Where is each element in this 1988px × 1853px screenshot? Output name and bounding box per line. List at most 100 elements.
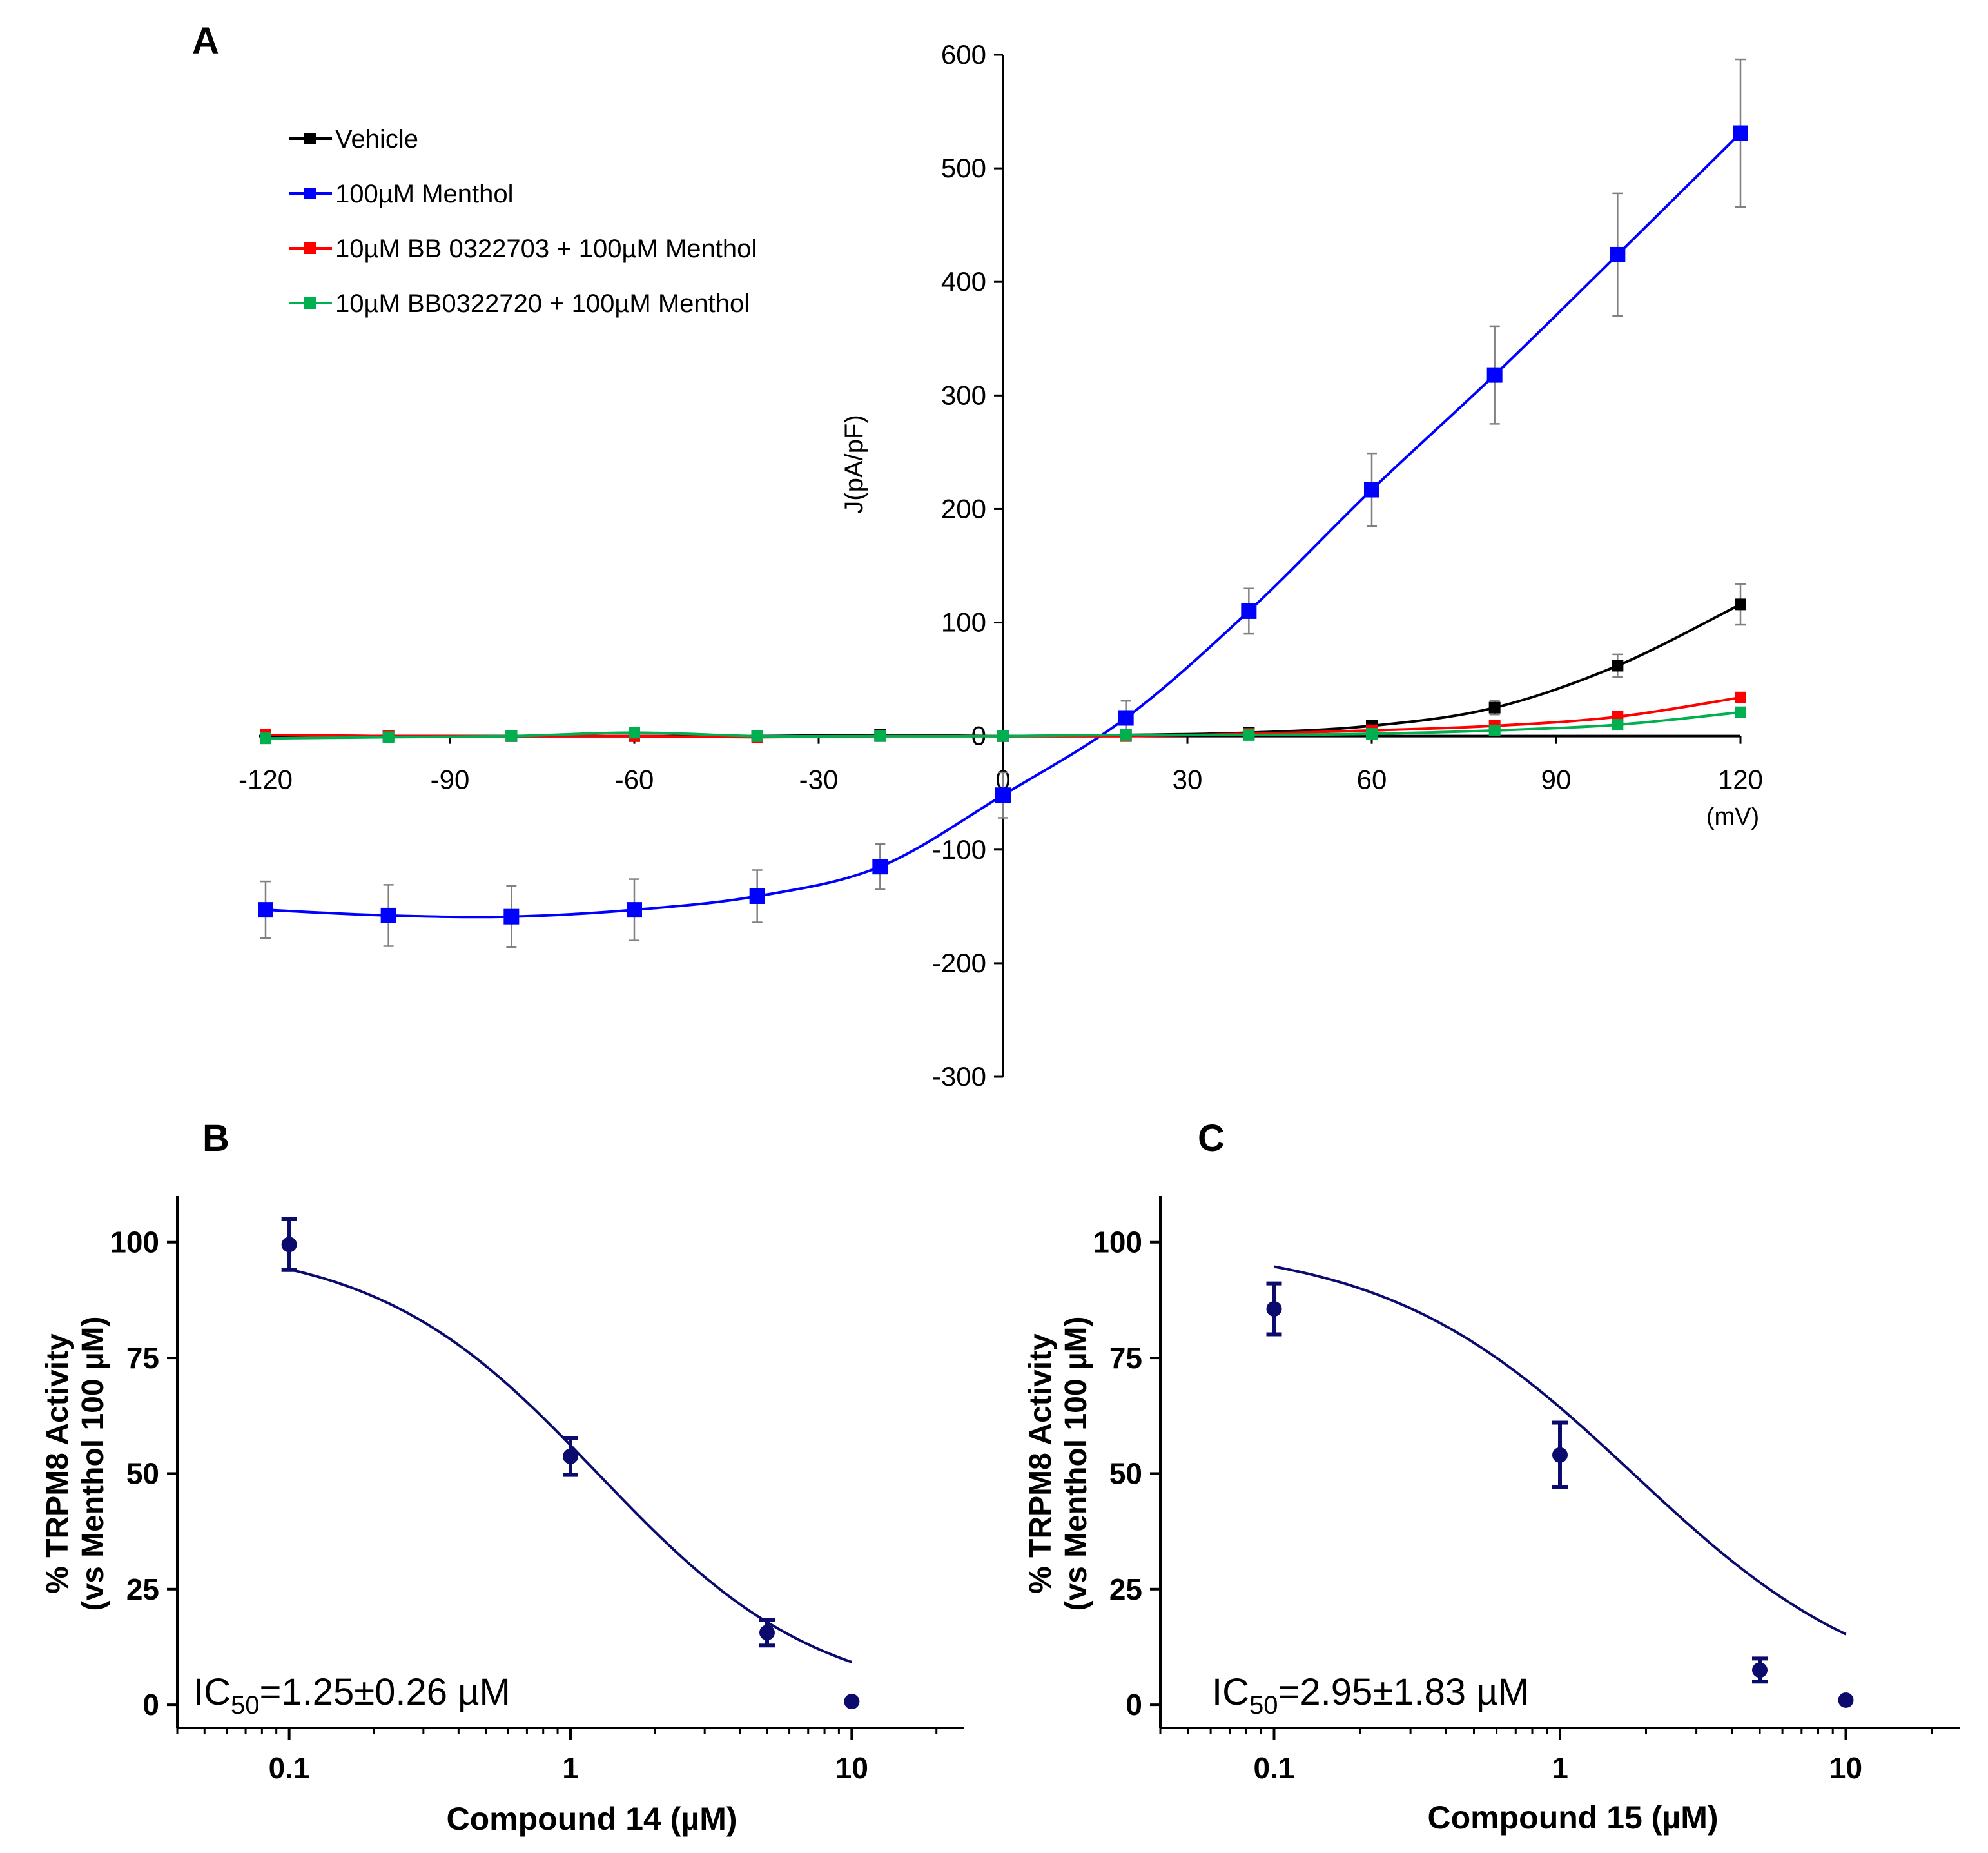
dose-response-chart-compound-14: 0 25 50 75 100 0.1 1 10 % TRPM8 Activity (vs Me… bbox=[41, 1196, 964, 1837]
c-y-tick-label: 50 bbox=[1109, 1456, 1142, 1490]
a-point-menthol bbox=[380, 907, 396, 923]
legend-marker-vehicle bbox=[304, 133, 316, 144]
a-series-bb0322720 bbox=[260, 706, 1746, 745]
b-x-axis-label: Compound 14 (µM) bbox=[447, 1801, 737, 1837]
b-xlabel-suffix: (µM) bbox=[661, 1801, 737, 1837]
a-point-menthol bbox=[1610, 246, 1626, 262]
b-y-tick-label: 100 bbox=[110, 1226, 159, 1259]
legend-label-bb0322720: 10µM BB0322720 + 100µM Menthol bbox=[335, 289, 750, 318]
a-y-tick-label: 400 bbox=[941, 266, 986, 297]
a-point-bb0322720 bbox=[1612, 719, 1624, 731]
a-series-line-menthol bbox=[265, 132, 1742, 919]
a-x-tick-label: -90 bbox=[431, 765, 470, 795]
c-data-point bbox=[1266, 1301, 1282, 1317]
a-point-bb0322720 bbox=[1120, 729, 1132, 741]
a-x-tick-label: -60 bbox=[615, 765, 654, 795]
a-x-tick-label: 90 bbox=[1541, 765, 1572, 795]
a-y-axis-label: J(pA/pF) bbox=[840, 415, 868, 513]
legend-label-vehicle: Vehicle bbox=[335, 125, 418, 153]
b-marks bbox=[281, 1217, 860, 1710]
a-point-menthol bbox=[872, 859, 888, 875]
a-point-bb0322720 bbox=[1366, 728, 1378, 740]
a-y-tick-label: 500 bbox=[941, 153, 986, 183]
legend-marker-menthol bbox=[304, 188, 316, 199]
b-data-point bbox=[759, 1625, 775, 1641]
c-data-point bbox=[1752, 1662, 1768, 1678]
a-point-bb0322720 bbox=[1735, 706, 1746, 718]
b-data-point bbox=[563, 1448, 578, 1464]
a-point-bb0322720 bbox=[382, 731, 395, 743]
a-point-menthol bbox=[995, 787, 1011, 803]
a-point-vehicle bbox=[1488, 701, 1501, 714]
a-series-group bbox=[258, 58, 1748, 948]
b-x-tick-label: 10 bbox=[835, 1751, 868, 1785]
legend-label-menthol: 100µM Menthol bbox=[335, 180, 514, 208]
b-y-axis-label-line2: (vs Menthol 100 µM) bbox=[76, 1316, 110, 1611]
a-point-bb0322720 bbox=[1243, 729, 1255, 741]
c-ic50-prefix: IC bbox=[1212, 1671, 1249, 1713]
a-point-menthol bbox=[1486, 367, 1503, 383]
a-point-bb0322720 bbox=[1488, 724, 1501, 736]
c-data-point bbox=[1552, 1447, 1568, 1463]
a-legend: Vehicle 100µM Menthol 10µM BB 0322703 + 10… bbox=[289, 125, 757, 318]
a-x-tick-label: -120 bbox=[239, 765, 293, 795]
legend-marker-bb0322720 bbox=[304, 297, 316, 309]
a-point-bb0322720 bbox=[751, 730, 763, 742]
c-ic50-value: =2.95±1.83 µM bbox=[1278, 1671, 1529, 1713]
a-point-bb0322720 bbox=[874, 730, 886, 742]
a-x-tick-label: 60 bbox=[1357, 765, 1387, 795]
b-x-tick-label: 1 bbox=[562, 1751, 579, 1785]
c-y-axis-label-line2: (vs Menthol 100 µM) bbox=[1059, 1316, 1093, 1611]
b-data-point bbox=[844, 1694, 860, 1710]
c-x-tick-label: 0.1 bbox=[1254, 1751, 1295, 1785]
b-axes: 0 25 50 75 100 0.1 1 10 bbox=[110, 1196, 964, 1785]
a-point-vehicle bbox=[1735, 598, 1746, 611]
a-point-menthol bbox=[1364, 482, 1379, 498]
c-xlabel-suffix: (µM) bbox=[1642, 1799, 1719, 1836]
c-marks bbox=[1266, 1265, 1854, 1708]
b-xlabel-compound: 14 bbox=[625, 1801, 661, 1837]
a-y-tick-label: -100 bbox=[932, 834, 986, 865]
panel-label-c: C bbox=[1198, 1117, 1225, 1159]
c-ic50-annotation: IC50=2.95±1.83 µM bbox=[1212, 1671, 1529, 1720]
a-x-tick-label: 120 bbox=[1718, 765, 1763, 795]
a-point-bb0322720 bbox=[260, 732, 271, 745]
c-data-point bbox=[1838, 1692, 1854, 1708]
c-x-tick-label: 1 bbox=[1552, 1751, 1568, 1785]
a-point-menthol bbox=[1241, 603, 1257, 619]
panel-label-b: B bbox=[202, 1117, 229, 1159]
c-xlabel-prefix: Compound bbox=[1428, 1799, 1607, 1836]
b-ic50-subscript: 50 bbox=[231, 1691, 260, 1720]
a-point-menthol bbox=[1118, 710, 1134, 726]
c-ic50-subscript: 50 bbox=[1249, 1691, 1278, 1720]
a-point-vehicle bbox=[1612, 660, 1624, 672]
c-y-tick-label: 0 bbox=[1126, 1688, 1142, 1721]
b-y-tick-label: 0 bbox=[142, 1688, 159, 1721]
b-y-tick-label: 50 bbox=[126, 1456, 159, 1490]
b-ic50-prefix: IC bbox=[193, 1671, 231, 1713]
a-y-tick-label: 200 bbox=[941, 493, 986, 524]
a-point-bb0322720 bbox=[997, 730, 1009, 742]
a-point-bb0322703 bbox=[1735, 691, 1746, 703]
b-y-tick-label: 75 bbox=[126, 1341, 159, 1375]
panel-label-a: A bbox=[192, 20, 219, 62]
c-xlabel-compound: 15 bbox=[1606, 1799, 1642, 1836]
b-xlabel-prefix: Compound bbox=[447, 1801, 626, 1837]
a-point-menthol bbox=[749, 888, 765, 904]
a-y-tick-label: 300 bbox=[941, 380, 986, 410]
c-y-tick-label: 100 bbox=[1093, 1226, 1142, 1259]
b-data-point bbox=[281, 1237, 297, 1253]
dose-response-chart-compound-15: 0 25 50 75 100 0.1 1 10 % TRPM8 Activity (vs Me… bbox=[1024, 1196, 1960, 1836]
b-ic50-annotation: IC50=1.25±0.26 µM bbox=[193, 1671, 511, 1720]
b-ic50-value: =1.25±0.26 µM bbox=[260, 1671, 511, 1713]
c-x-axis-label: Compound 15 (µM) bbox=[1428, 1799, 1719, 1836]
a-y-tick-label: 600 bbox=[941, 39, 986, 70]
a-x-tick-label: 30 bbox=[1173, 765, 1203, 795]
c-y-axis-label-line1: % TRPM8 Activity bbox=[1024, 1333, 1058, 1594]
a-point-bb0322720 bbox=[505, 730, 518, 742]
c-y-tick-label: 25 bbox=[1109, 1573, 1142, 1606]
a-point-bb0322720 bbox=[629, 727, 640, 739]
legend-marker-bb0322703 bbox=[304, 242, 316, 254]
